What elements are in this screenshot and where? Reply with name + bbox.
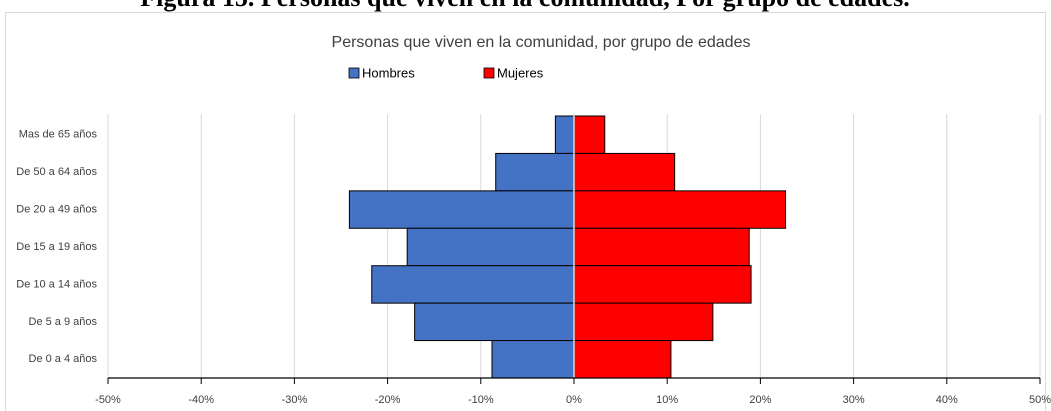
x-tick-label: 50% — [1029, 394, 1051, 406]
y-tick-label: De 15 a 19 años — [16, 241, 97, 253]
heading: Figura 15. Personas que viven en la comu… — [140, 0, 909, 12]
bar — [495, 152, 575, 192]
y-tick-label: De 5 a 9 años — [29, 316, 98, 328]
legend-swatch — [483, 67, 495, 79]
bar — [573, 302, 714, 342]
bar — [573, 152, 676, 192]
bar — [491, 340, 575, 379]
x-tick-label: 30% — [843, 394, 865, 406]
x-tick-label: -50% — [95, 394, 121, 406]
x-tick-label: 20% — [749, 394, 771, 406]
bar — [414, 302, 575, 342]
x-tick-label: 40% — [936, 394, 958, 406]
y-tick-label: De 20 a 49 años — [16, 203, 97, 215]
bar — [573, 340, 672, 379]
bar — [573, 115, 606, 154]
y-tick-label: Mas de 65 años — [19, 129, 98, 141]
bar — [348, 190, 575, 229]
legend-swatch — [348, 67, 360, 79]
x-tick-label: -40% — [188, 394, 214, 406]
chart-title: Personas que viven en la comunidad, por … — [332, 34, 751, 51]
bar — [573, 190, 787, 229]
bar — [573, 227, 750, 267]
y-tick-label: De 0 a 4 años — [29, 353, 98, 365]
y-tick-label: De 10 a 14 años — [16, 278, 97, 290]
x-tick-label: -10% — [468, 394, 494, 406]
x-tick-label: -30% — [282, 394, 308, 406]
legend-label: Hombres — [362, 65, 415, 80]
bar — [371, 265, 575, 304]
bar — [406, 227, 575, 267]
y-tick-label: De 50 a 64 años — [16, 166, 97, 178]
legend-label: Mujeres — [497, 65, 544, 80]
bar — [554, 115, 575, 154]
x-tick-label: 10% — [656, 394, 678, 406]
bar — [573, 265, 752, 304]
x-tick-label: -20% — [375, 394, 401, 406]
x-tick-label: 0% — [566, 394, 582, 406]
